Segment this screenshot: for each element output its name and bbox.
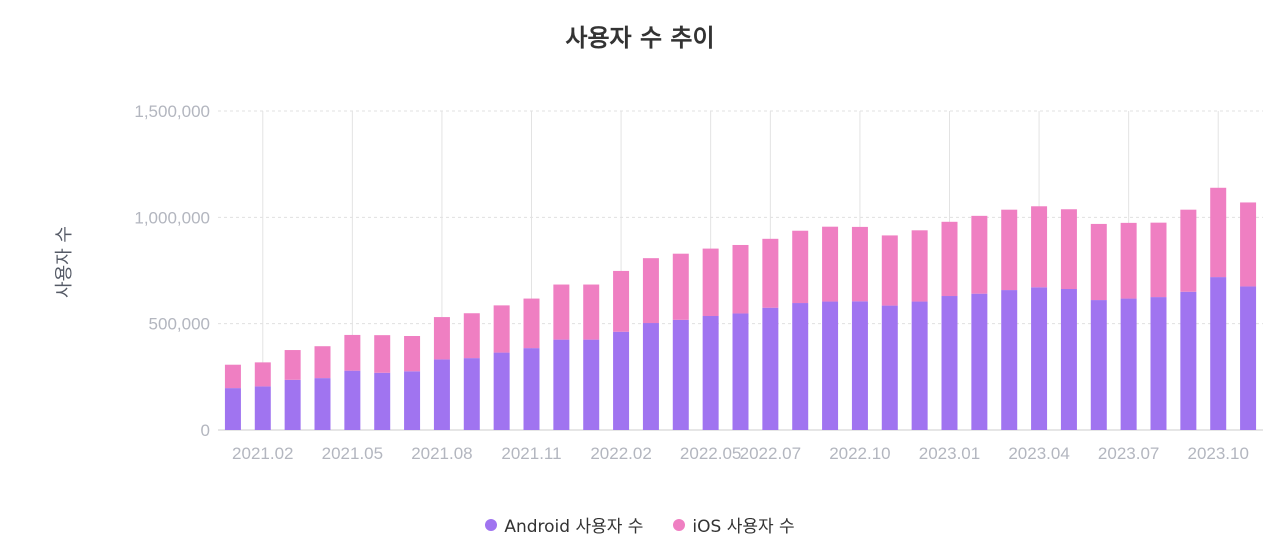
x-tick-label: 2021.05 (322, 444, 383, 463)
bar-ios (523, 298, 540, 349)
bar-android (1150, 297, 1167, 430)
legend-ios-dot-icon (673, 518, 686, 531)
bar-android (493, 352, 510, 430)
x-tick-label: 2023.10 (1187, 444, 1248, 463)
bar-ios (971, 215, 988, 294)
bar-ios (792, 230, 809, 304)
bar-android (224, 388, 241, 430)
bar-ios (702, 248, 719, 317)
bar-android (583, 339, 600, 430)
bar-android (404, 371, 421, 430)
y-tick-label: 0 (201, 421, 210, 440)
bar-android (672, 319, 689, 430)
x-tick-label: 2022.10 (829, 444, 890, 463)
bar-ios (881, 235, 898, 306)
bar-ios (851, 226, 868, 302)
bar-android (284, 379, 301, 430)
legend-item-android[interactable]: Android 사용자 수 (485, 512, 643, 537)
bar-ios (1180, 209, 1197, 292)
bar-android (762, 307, 779, 430)
bar-android (1001, 290, 1018, 430)
y-tick-label: 500,000 (149, 315, 210, 334)
bar-android (344, 370, 361, 430)
x-tick-label: 2021.08 (411, 444, 472, 463)
bar-ios (404, 336, 421, 372)
bar-android (463, 358, 480, 430)
bar-android (851, 301, 868, 430)
bar-ios (732, 244, 749, 314)
bar-android (971, 293, 988, 430)
bar-ios (553, 284, 570, 340)
bar-ios (1090, 223, 1107, 301)
bar-ios (762, 238, 779, 308)
bar-ios (1001, 209, 1018, 291)
bar-android (1120, 298, 1137, 430)
x-tick-label: 2021.02 (232, 444, 293, 463)
bar-ios (1031, 206, 1048, 288)
bar-ios (1210, 187, 1227, 278)
bar-ios (1240, 202, 1257, 287)
bar-ios (254, 362, 271, 387)
x-tick-label: 2023.07 (1098, 444, 1159, 463)
bar-android (911, 301, 928, 430)
bar-ios (613, 270, 630, 332)
bar-android (732, 313, 749, 430)
bar-android (792, 303, 809, 430)
bar-android (642, 323, 659, 430)
bar-android (433, 359, 450, 430)
bar-android (613, 331, 630, 430)
bar-ios (941, 221, 958, 297)
bar-android (1031, 287, 1048, 430)
legend-ios-label: iOS 사용자 수 (692, 517, 795, 537)
bar-ios (284, 350, 301, 380)
bar-android (822, 301, 839, 430)
bar-ios (374, 335, 391, 373)
bar-ios (344, 334, 361, 371)
bar-ios (463, 313, 480, 359)
bar-ios (493, 305, 510, 353)
bar-ios (433, 317, 450, 360)
bar-ios (1150, 222, 1167, 298)
bar-android (254, 386, 271, 430)
bar-android (374, 372, 391, 430)
x-tick-label: 2022.07 (740, 444, 801, 463)
bar-ios (822, 226, 839, 302)
bar-ios (314, 346, 331, 379)
bar-ios (1120, 222, 1137, 299)
x-tick-label: 2022.05 (680, 444, 741, 463)
y-tick-label: 1,500,000 (134, 102, 210, 121)
x-tick-label: 2022.02 (590, 444, 651, 463)
bar-android (1210, 277, 1227, 430)
bar-android (314, 378, 331, 430)
bar-android (1180, 291, 1197, 430)
bar-android (553, 339, 570, 430)
bar-ios (642, 258, 659, 324)
x-tick-label: 2023.01 (919, 444, 980, 463)
bar-android (881, 305, 898, 430)
bar-ios (224, 364, 241, 389)
bar-android (523, 348, 540, 430)
legend-item-ios[interactable]: iOS 사용자 수 (673, 512, 795, 537)
x-tick-label: 2021.11 (501, 444, 561, 463)
bar-ios (672, 253, 689, 320)
chart-title: 사용자 수 추이 (565, 24, 715, 52)
bar-ios (911, 230, 928, 302)
bar-ios (1060, 209, 1077, 290)
y-tick-label: 1,000,000 (134, 208, 210, 227)
bar-android (941, 296, 958, 430)
bar-android (702, 316, 719, 430)
legend-android-label: Android 사용자 수 (504, 517, 644, 537)
x-tick-label: 2023.04 (1008, 444, 1069, 463)
legend-android-dot-icon (485, 518, 498, 531)
bar-android (1240, 286, 1257, 430)
legend: Android 사용자 수 iOS 사용자 수 (0, 512, 1280, 537)
bar-ios (583, 284, 600, 340)
bar-android (1060, 289, 1077, 430)
bar-android (1090, 300, 1107, 430)
